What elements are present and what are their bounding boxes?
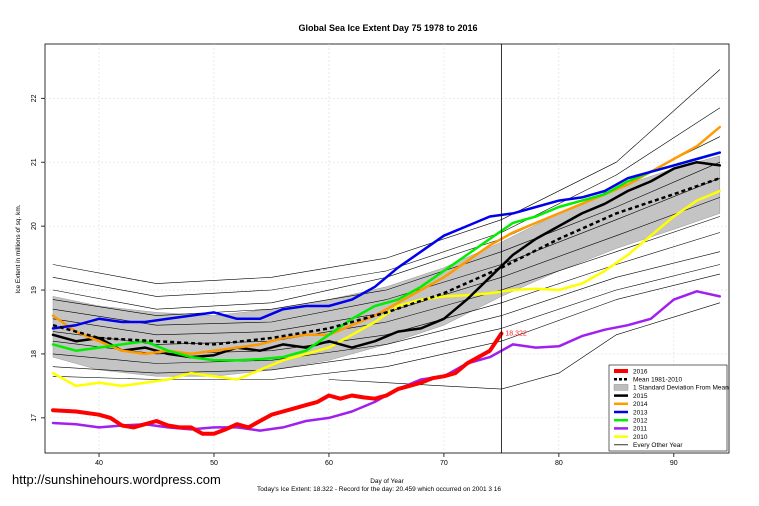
y-tick-label-21: 21 (31, 158, 38, 166)
mean-line (52, 177, 721, 346)
y-axis-ticks: 17 18 19 20 21 22 (31, 94, 45, 422)
x-axis-label: Day of Year (370, 478, 404, 485)
series-line-2013 (51, 151, 722, 330)
series-line-2015 (51, 160, 722, 359)
y-tick-label-19: 19 (31, 286, 38, 294)
source-url: http://sunshinehours.wordpress.com (12, 472, 221, 487)
x-tick-label-80: 80 (555, 460, 563, 467)
series-line-2016 (51, 331, 504, 436)
every-other-year-line-10 (52, 273, 721, 380)
legend-box (608, 364, 728, 452)
x-tick-label-60: 60 (325, 460, 333, 467)
series-line-2012 (51, 151, 722, 362)
series-line-2010 (51, 189, 722, 388)
mean-line-group (52, 177, 721, 346)
legend-label-2015: 2015 (633, 393, 648, 400)
every-other-year-line-6 (52, 216, 721, 345)
y-tick-label-17: 17 (31, 414, 38, 422)
y-tick-label-22: 22 (31, 94, 38, 102)
every-other-year-line-9 (52, 264, 721, 374)
legend-label-2011: 2011 (633, 426, 647, 433)
legend-label-2013: 2013 (633, 409, 648, 416)
x-tick-label-50: 50 (210, 460, 218, 467)
legend-label-2012: 2012 (633, 418, 648, 425)
every-other-year-line-3 (52, 161, 721, 316)
every-other-year-line-8 (52, 251, 721, 364)
chart-title: Global Sea Ice Extent Day 75 1978 to 201… (298, 23, 477, 33)
x-axis-ticks: 40 50 60 70 80 90 (95, 453, 678, 467)
x-tick-label-90: 90 (670, 460, 678, 467)
legend-label-2014: 2014 (633, 401, 648, 408)
every-other-year-line-0 (52, 69, 721, 284)
vertical-marker-group: 18.322 (500, 44, 527, 453)
series-lines (51, 69, 722, 436)
x-tick-label-70: 70 (440, 460, 448, 467)
every-other-year-line-7 (52, 232, 721, 355)
legend-label-1-standard-deviation-from-mean: 1 Standard Deviation From Mean (633, 385, 729, 392)
legend-swatch-1-standard-deviation-from-mean (613, 384, 629, 391)
legend-label-every-other-year: Every Other Year (633, 442, 683, 449)
gridlines (45, 44, 729, 453)
current-value-label: 18.322 (505, 330, 527, 337)
legend-label-mean-1981-2010: Mean 1981-2010 (633, 377, 683, 384)
every-other-year-line-1 (52, 107, 721, 297)
x-tick-label-40: 40 (95, 460, 103, 467)
y-tick-label-20: 20 (31, 222, 38, 230)
footnote: Today's Ice Extent: 18.322 - Record for … (257, 486, 501, 493)
every-other-year-line-4 (52, 177, 721, 326)
legend-label-2016: 2016 (633, 368, 648, 375)
y-axis-label: Ice Extent in millions of sq. km. (15, 204, 22, 293)
y-tick-label-18: 18 (31, 350, 38, 358)
legend-label-2010: 2010 (633, 434, 648, 441)
